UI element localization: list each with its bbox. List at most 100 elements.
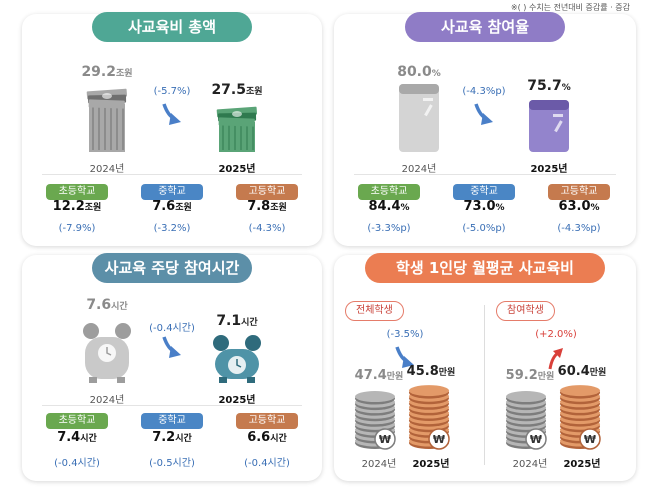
value: 7.6 <box>86 297 112 314</box>
value: 73.0 <box>463 198 496 214</box>
icon-shape <box>553 348 563 358</box>
icon-shape <box>424 104 433 117</box>
unit: 시간 <box>80 433 97 444</box>
icon-shape <box>529 100 569 110</box>
after-value: 60.4만원 <box>517 364 647 379</box>
value: 6.6 <box>247 429 271 445</box>
after-value: 7.1시간 <box>172 313 302 329</box>
unit: 조원 <box>270 202 287 213</box>
level-tag: 초등학교 <box>46 184 108 200</box>
level-tag: 초등학교 <box>46 413 108 429</box>
icon-shape <box>409 385 449 397</box>
icon-shape <box>246 124 248 150</box>
icon-shape <box>104 106 106 150</box>
level-change: (-5.0%p) <box>462 223 506 234</box>
unit: 조원 <box>175 202 192 213</box>
divider <box>42 405 302 406</box>
before-value: 7.6시간 <box>42 297 172 313</box>
icon-shape <box>122 106 124 150</box>
icon-shape <box>92 106 94 150</box>
icon-shape <box>102 93 112 99</box>
icon-shape <box>245 335 261 351</box>
panel: 사교육 주당 참여시간 7.6시간 2024년 (-0.4시간) 7.1시간 2025년 초… <box>22 253 322 481</box>
icon-shape <box>399 84 439 152</box>
year-label: 2025년 <box>218 164 256 175</box>
level-tag: 중학교 <box>453 184 515 200</box>
icon-shape: ₩ <box>379 433 391 446</box>
value: 7.2 <box>152 429 176 445</box>
level-tag: 중학교 <box>141 184 203 200</box>
group-tag: 전체학생 <box>345 301 404 321</box>
unit: % <box>561 83 571 94</box>
icon-shape <box>234 124 236 150</box>
clock-icon <box>213 335 261 383</box>
note: ※( ) 수치는 전년대비 증감률 · 증감 <box>510 3 630 12</box>
value: 7.8 <box>247 198 271 214</box>
icon-shape <box>525 428 547 450</box>
unit: 조원 <box>84 202 102 213</box>
icon-shape <box>506 391 546 403</box>
unit: % <box>400 202 410 213</box>
value: 7.4 <box>57 429 81 445</box>
icon-shape <box>402 356 414 368</box>
panel-title: 사교육비 총액 <box>92 12 252 42</box>
after-value: 27.5조원 <box>172 82 302 98</box>
device-icon <box>399 84 439 152</box>
divider <box>42 174 302 175</box>
level-value: 7.4시간 <box>12 430 142 445</box>
change-label: (+2.0%) <box>535 329 577 340</box>
level-value: 84.4% <box>324 199 454 214</box>
value: 27.5 <box>211 82 246 99</box>
value: 12.2 <box>52 198 85 214</box>
panel-title: 학생 1인당 월평균 사교육비 <box>365 253 605 283</box>
level-change: (-3.2%) <box>153 223 191 234</box>
change-label: (-3.5%) <box>386 329 424 340</box>
unit: 시간 <box>241 318 258 329</box>
icon-shape <box>428 428 450 450</box>
coin-icon: ₩ <box>560 385 601 450</box>
level-change: (-3.3%p) <box>367 223 411 234</box>
before-value: 80.0% <box>354 64 484 80</box>
value: 29.2 <box>81 64 116 81</box>
year-label: 2024년 <box>512 459 548 470</box>
device-icon <box>529 100 569 152</box>
year-label: 2025년 <box>218 395 256 406</box>
level-change: (-4.3%p) <box>557 223 601 234</box>
year-label: 2024년 <box>89 164 125 175</box>
icon-shape: ₩ <box>433 433 445 446</box>
icon-shape <box>222 124 224 150</box>
year-label: 2025년 <box>530 164 568 175</box>
level-change: (-0.4시간) <box>244 458 290 469</box>
panel: 사교육비 총액 29.2조원 2024년 (-5.7%) 27.5조원 2025년 초등학교… <box>22 12 322 246</box>
level-value: 7.2시간 <box>107 430 237 445</box>
icon-shape <box>83 323 99 339</box>
level-tag: 고등학교 <box>548 184 610 200</box>
change-arrow <box>162 336 181 358</box>
level-value: 7.6조원 <box>107 199 237 214</box>
icon-shape <box>554 120 563 133</box>
icon-shape <box>236 359 242 368</box>
year-label: 2025년 <box>563 459 601 470</box>
icon-shape <box>399 84 439 94</box>
icon-shape <box>89 104 125 152</box>
change-arrow <box>548 348 563 370</box>
value: 84.4 <box>368 198 401 214</box>
icon-shape <box>247 377 255 383</box>
icon-shape <box>553 114 563 117</box>
change-label: (-5.7%) <box>153 86 191 97</box>
year-label: 2024년 <box>89 395 125 406</box>
unit: 조원 <box>115 69 133 80</box>
unit: 시간 <box>111 302 128 313</box>
value: 80.0 <box>397 64 432 81</box>
panel: 학생 1인당 월평균 사교육비 전체학생 (-3.5%) 47.4만원 45.8만원 ₩ ₩… <box>334 253 636 481</box>
coin-icon: ₩ <box>355 391 396 450</box>
divider <box>354 174 616 175</box>
group-tag: 참여학생 <box>496 301 555 321</box>
icon-shape <box>106 347 112 356</box>
icon-shape <box>213 335 229 351</box>
money-icon <box>216 106 258 152</box>
icon-shape <box>169 346 181 358</box>
icon-shape <box>219 122 255 152</box>
level-change: (-4.3%) <box>248 223 286 234</box>
